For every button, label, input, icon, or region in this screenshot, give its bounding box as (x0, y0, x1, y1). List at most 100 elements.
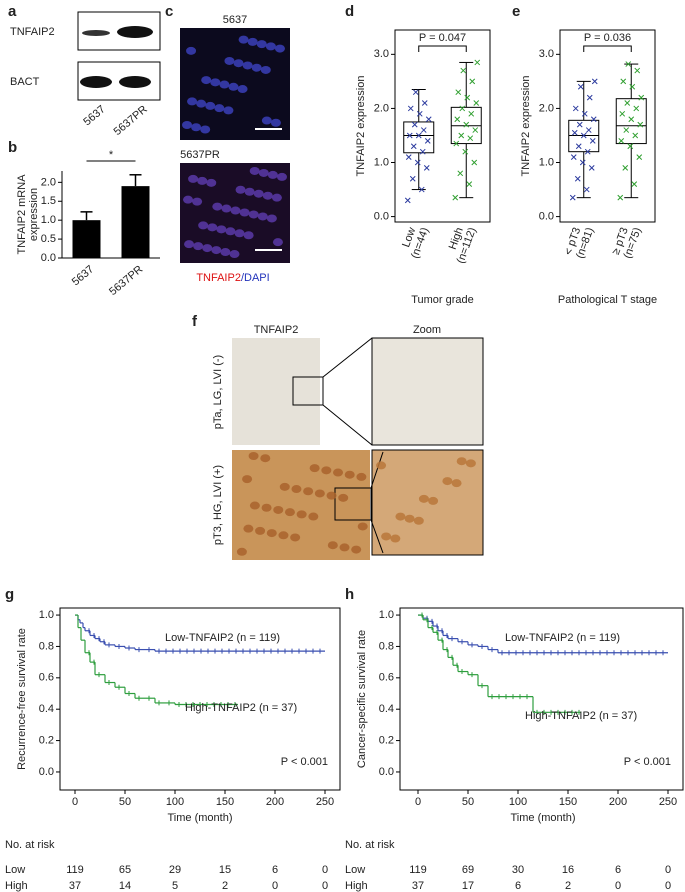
cell (270, 118, 281, 127)
cell (390, 534, 401, 543)
risk-count: 29 (169, 864, 181, 876)
panel-letter: f (192, 313, 198, 330)
point (638, 94, 645, 101)
cell (296, 510, 307, 519)
cell (327, 541, 338, 550)
point (579, 159, 586, 166)
x-axis-label: Tumor grade (411, 294, 474, 306)
point (455, 89, 462, 96)
plot-frame (559, 29, 656, 223)
cell (262, 191, 273, 200)
x-tick-label: 5637PR (107, 263, 145, 298)
cell (253, 189, 264, 198)
point (458, 132, 465, 139)
cell (184, 240, 195, 249)
band (80, 76, 112, 88)
cell (395, 512, 406, 521)
cell (279, 482, 290, 491)
plot-frame (59, 607, 341, 791)
band-label: BACT (10, 76, 40, 88)
plot-frame (399, 607, 684, 791)
stain-legend: TNFAIP2/DAPI (196, 272, 269, 284)
point (419, 148, 426, 155)
point (406, 132, 413, 139)
cell (257, 212, 268, 221)
legend-label: Low-TNFAIP2 (n = 119) (165, 632, 280, 644)
risk-count: 65 (119, 864, 131, 876)
point (411, 121, 418, 128)
point (463, 121, 470, 128)
point (410, 143, 417, 150)
zoom-line (370, 451, 384, 489)
risk-count: 6 (515, 880, 521, 892)
cell (220, 248, 231, 257)
risk-count: 6 (272, 864, 278, 876)
y-tick-label: 0.5 (41, 233, 56, 245)
cell (451, 479, 462, 488)
x-tick-label: 50 (462, 796, 474, 808)
risk-count: 15 (219, 864, 231, 876)
point (634, 67, 641, 74)
risk-row-label: High (345, 880, 368, 892)
risk-count: 17 (462, 880, 474, 892)
x-tick-label: 0 (415, 796, 421, 808)
cell (237, 85, 248, 94)
cell (404, 514, 415, 523)
point (629, 83, 636, 90)
annotation: P = 0.036 (584, 32, 631, 44)
y-tick-label: 1.5 (41, 195, 56, 207)
row-label: pT3, HG, LVI (+) (212, 465, 224, 545)
panel-letter: c (165, 3, 173, 20)
point (464, 94, 471, 101)
cell (193, 242, 204, 251)
cell (418, 494, 429, 503)
annotation: P = 0.047 (419, 32, 466, 44)
cell (357, 522, 368, 531)
x-tick-label: 100 (509, 796, 527, 808)
point (637, 121, 644, 128)
y-tick-label: 0.4 (39, 703, 54, 715)
y-tick-label: 2.0 (539, 102, 554, 114)
zoom-box (292, 376, 324, 406)
point (414, 159, 421, 166)
legend-label: High-TNFAIP2 (n = 37) (185, 702, 297, 714)
y-tick-label: 0.8 (39, 640, 54, 652)
point (453, 140, 460, 147)
column-label: Zoom (413, 324, 441, 336)
x-axis-label: Pathological T stage (558, 294, 657, 306)
lane-label: 5637 (81, 103, 107, 128)
point (409, 175, 416, 182)
point (572, 105, 579, 112)
y-axis-label: TNFAIP2 expression (355, 76, 367, 177)
cell (308, 512, 319, 521)
cell (187, 97, 198, 106)
cell (351, 545, 362, 554)
cell (242, 475, 253, 484)
x-tick-label: 200 (266, 796, 284, 808)
risk-count: 119 (66, 864, 84, 876)
y-tick-label: 0.2 (379, 734, 394, 746)
risk-count: 2 (222, 880, 228, 892)
cell (376, 461, 387, 470)
point (577, 83, 584, 90)
cell (206, 178, 217, 187)
cell (256, 40, 267, 49)
panel-letter: b (8, 139, 17, 156)
y-tick-label: 1.0 (41, 214, 56, 226)
cell (272, 238, 283, 247)
cell (314, 489, 325, 498)
risk-count: 0 (665, 864, 671, 876)
point (589, 138, 596, 144)
cell (274, 44, 285, 53)
cell (260, 454, 271, 463)
zoom-line (370, 519, 384, 554)
risk-count: 0 (272, 880, 278, 892)
cell (243, 524, 254, 533)
point (624, 100, 631, 106)
cell (339, 543, 350, 552)
cell (456, 457, 467, 466)
cell (191, 123, 202, 132)
y-tick-label: 0.2 (39, 734, 54, 746)
cell (192, 197, 203, 206)
